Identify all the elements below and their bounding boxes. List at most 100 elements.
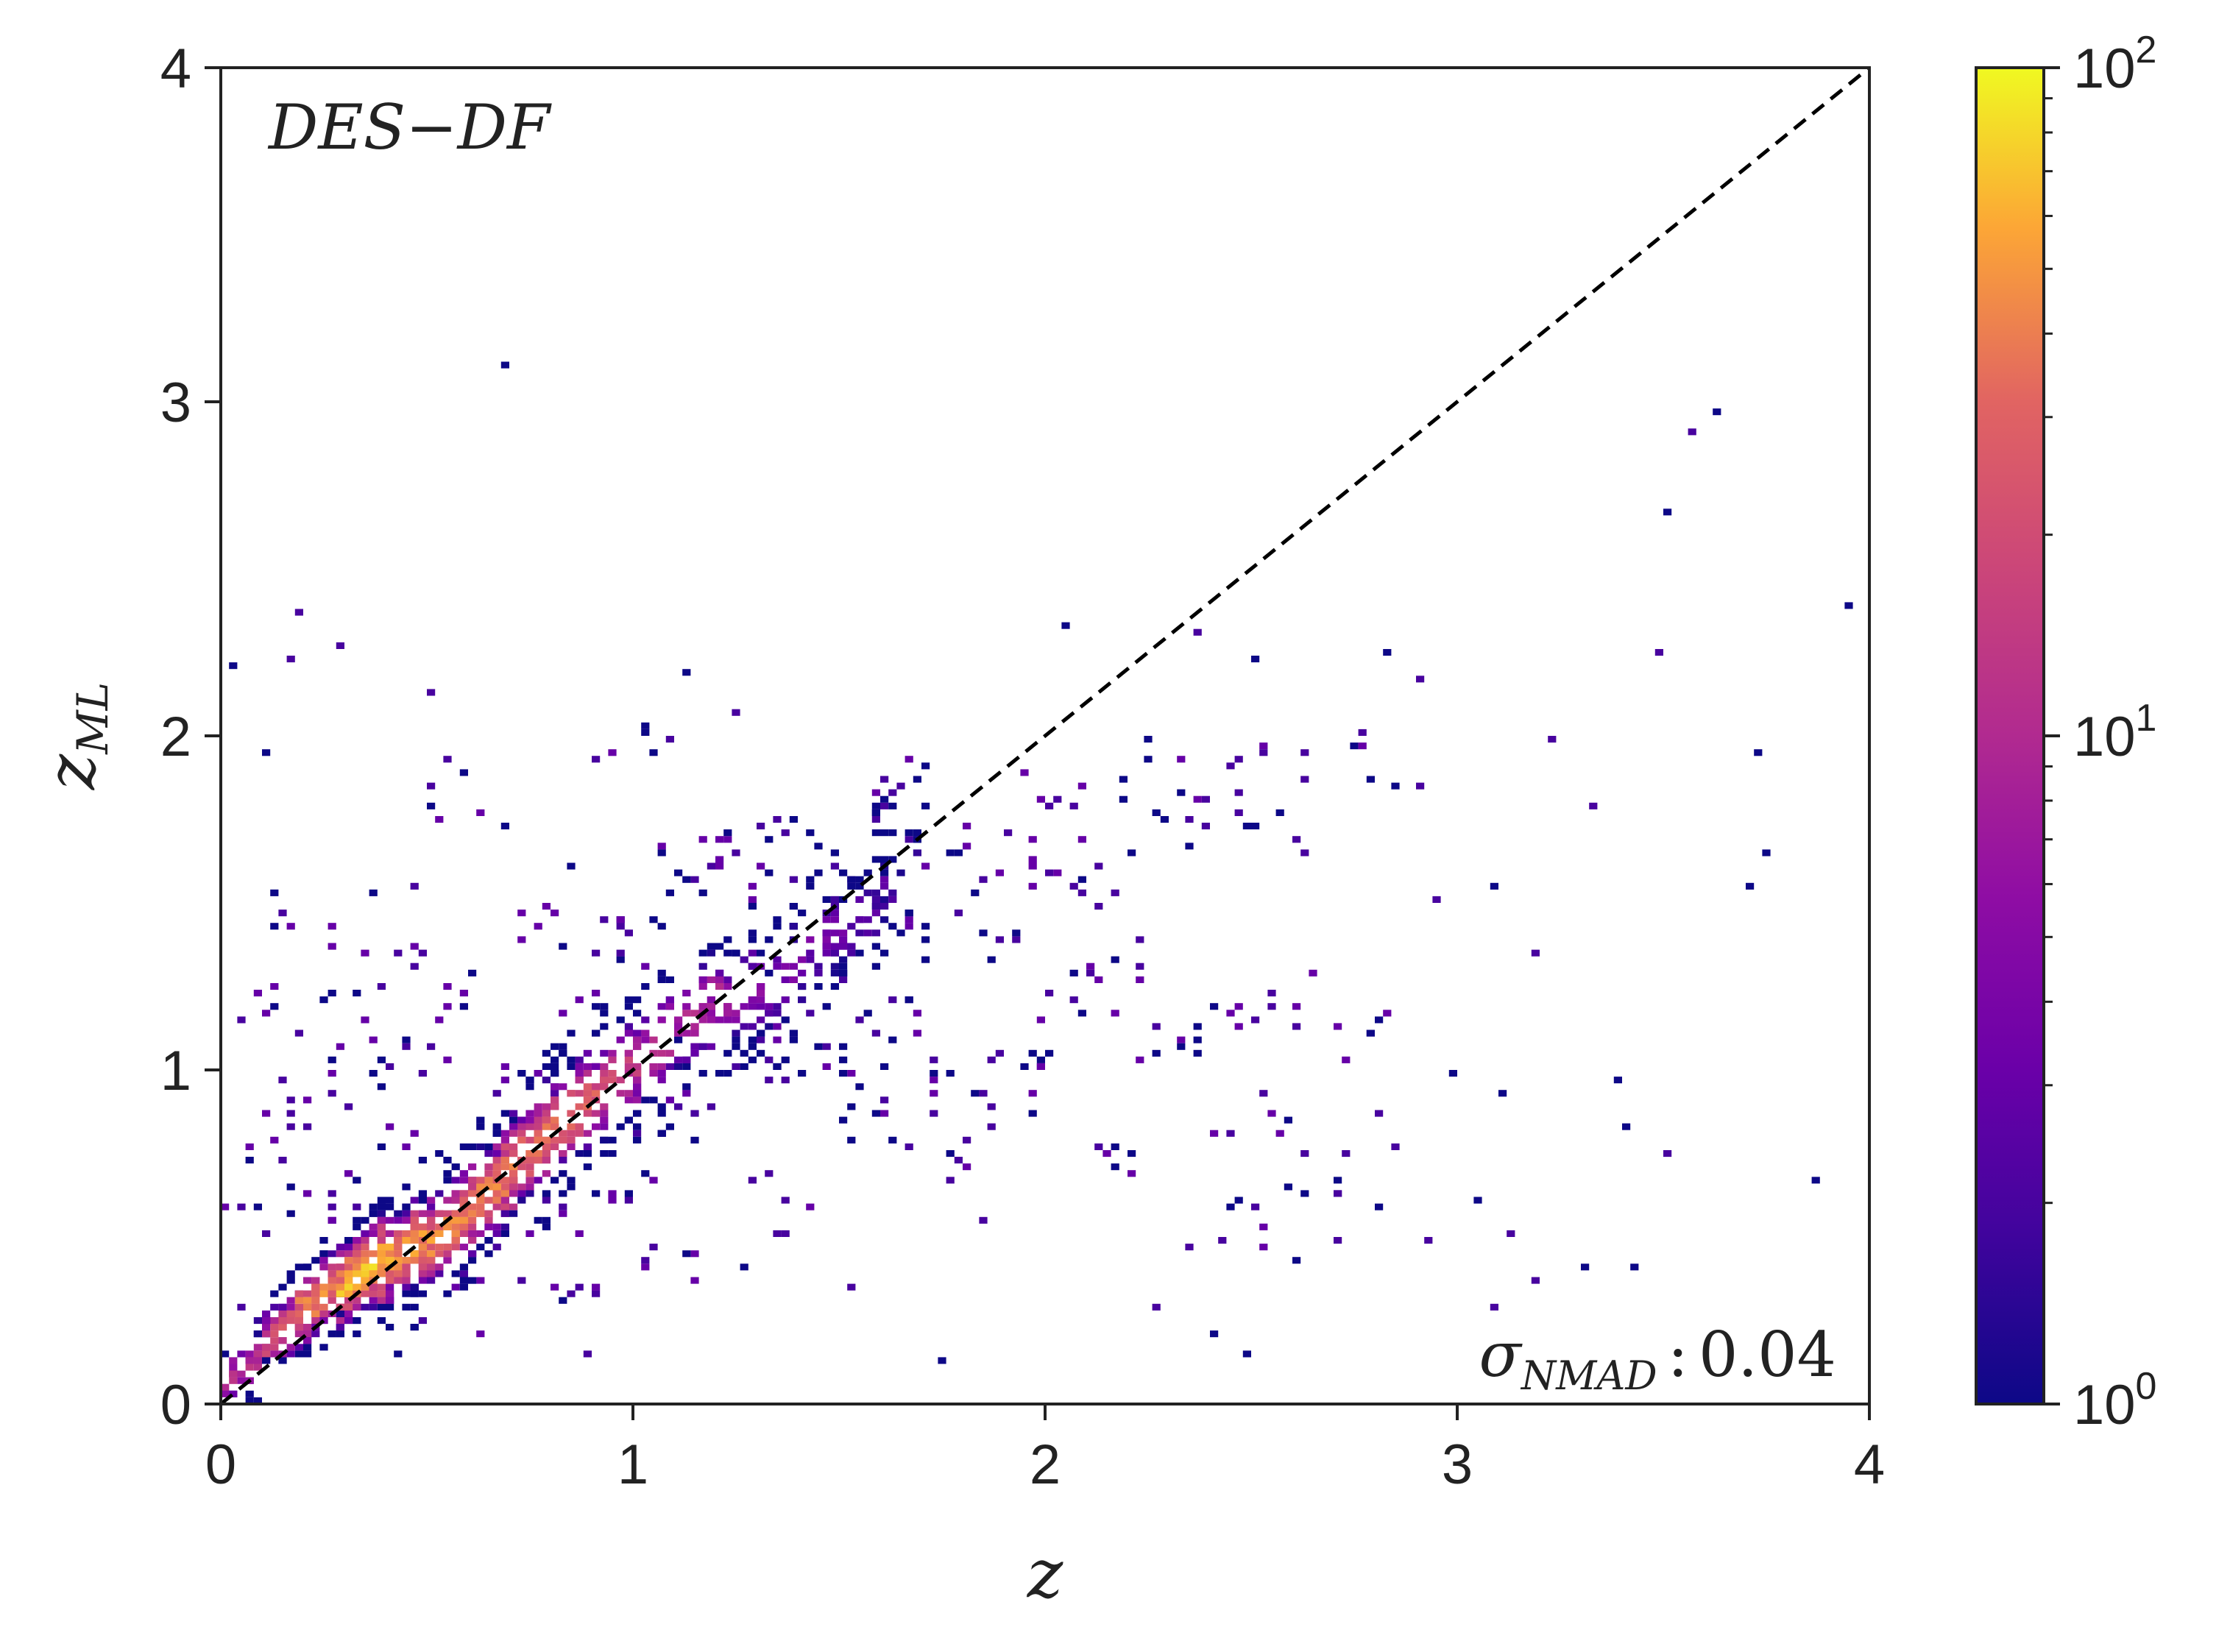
histogram-bin — [229, 1411, 237, 1417]
histogram-bin — [344, 1317, 353, 1325]
histogram-bin — [418, 1223, 427, 1230]
histogram-bin — [386, 1290, 394, 1297]
histogram-bin — [649, 1177, 658, 1184]
histogram-bin — [657, 1049, 666, 1057]
histogram-bin — [476, 1143, 485, 1150]
histogram-bin — [369, 1230, 378, 1237]
histogram-bin — [732, 849, 740, 857]
histogram-bin — [773, 1036, 782, 1043]
histogram-bin — [575, 1070, 584, 1077]
histogram-bin — [559, 1136, 567, 1144]
histogram-bin — [402, 1290, 411, 1297]
histogram-bin — [896, 782, 905, 790]
histogram-bin — [616, 923, 625, 930]
histogram-bin — [888, 996, 897, 1004]
histogram-bin — [690, 1250, 699, 1258]
histogram-bin — [641, 1263, 650, 1271]
histogram-bin — [1028, 836, 1037, 843]
histogram-bin — [410, 1237, 419, 1244]
histogram-bin — [616, 1016, 625, 1024]
histogram-bin — [649, 1063, 658, 1070]
histogram-bin — [517, 1116, 526, 1124]
histogram-bin — [402, 1183, 411, 1191]
histogram-bin — [1077, 876, 1086, 883]
histogram-bin — [665, 1003, 674, 1010]
x-tick-label: 0 — [205, 1433, 236, 1496]
histogram-bin — [987, 1103, 996, 1110]
histogram-bin — [806, 949, 815, 957]
histogram-bin — [1375, 1203, 1384, 1210]
histogram-bin — [500, 1143, 509, 1150]
histogram-bin — [830, 983, 839, 990]
histogram-bin — [517, 1130, 526, 1137]
histogram-bin — [435, 1190, 444, 1197]
histogram-bin — [476, 1330, 485, 1338]
histogram-bin — [377, 1290, 386, 1297]
histogram-bin — [698, 1070, 707, 1077]
histogram-bin — [328, 923, 336, 930]
histogram-bin — [468, 1190, 477, 1197]
histogram-bin — [492, 1130, 501, 1137]
histogram-bin — [575, 1283, 584, 1291]
histogram-bin — [459, 1216, 468, 1224]
histogram-bin — [1448, 1070, 1457, 1077]
histogram-bin — [386, 1230, 394, 1237]
histogram-bin — [377, 983, 386, 990]
histogram-bin — [451, 1163, 460, 1171]
histogram-bin — [765, 1077, 774, 1084]
histogram-bin — [963, 1136, 971, 1144]
histogram-bin — [624, 1190, 633, 1197]
histogram-bin — [806, 882, 815, 890]
histogram-bin — [361, 1283, 369, 1291]
histogram-bin — [286, 1096, 295, 1104]
histogram-bin — [822, 1063, 831, 1070]
histogram-bin — [278, 1324, 287, 1331]
histogram-bin — [1086, 963, 1095, 970]
histogram-bin — [517, 1163, 526, 1171]
histogram-bin — [427, 1270, 436, 1277]
histogram-bin — [270, 983, 279, 990]
histogram-bin — [682, 1090, 691, 1097]
histogram-bin — [665, 976, 674, 983]
histogram-bin — [822, 943, 831, 950]
histogram-bin — [921, 862, 930, 870]
histogram-bin — [394, 1237, 403, 1244]
histogram-bin — [551, 910, 559, 917]
histogram-bin — [361, 1216, 369, 1224]
histogram-bin — [773, 963, 782, 970]
histogram-bin — [361, 949, 369, 957]
histogram-bin — [559, 1170, 567, 1177]
histogram-bin — [377, 1250, 386, 1258]
nmad-subscript: NMAD — [1520, 1353, 1657, 1399]
histogram-bin — [616, 1123, 625, 1130]
histogram-bin — [361, 1270, 369, 1277]
histogram-bin — [253, 1397, 262, 1404]
histogram-bin — [386, 1244, 394, 1251]
histogram-bin — [757, 823, 765, 830]
histogram-bin — [913, 776, 921, 783]
histogram-bin — [1366, 1029, 1375, 1037]
histogram-bin — [1069, 802, 1078, 809]
histogram-bin — [459, 1263, 468, 1271]
histogram-bin — [336, 1310, 344, 1317]
histogram-bin — [781, 1197, 790, 1204]
histogram-bin — [468, 1177, 477, 1184]
histogram-bin — [871, 809, 880, 816]
histogram-bin — [1844, 602, 1853, 609]
histogram-bin — [451, 1283, 460, 1291]
histogram-bin — [303, 1277, 312, 1284]
histogram-bin — [435, 1270, 444, 1277]
histogram-bin — [633, 1096, 642, 1104]
histogram-bin — [707, 943, 715, 950]
colorbar-gradient — [1975, 66, 2045, 1405]
histogram-bin — [435, 1263, 444, 1271]
histogram-bin — [1234, 756, 1243, 763]
colorbar-tick-base: 10 — [2073, 706, 2136, 768]
histogram-bin — [509, 1143, 518, 1150]
histogram-bin — [1234, 789, 1243, 796]
histogram-bin — [600, 1150, 609, 1158]
histogram-bin — [830, 929, 839, 937]
histogram-bin — [913, 849, 921, 857]
histogram-bin — [1342, 1150, 1351, 1158]
histogram-bin — [616, 1077, 625, 1084]
